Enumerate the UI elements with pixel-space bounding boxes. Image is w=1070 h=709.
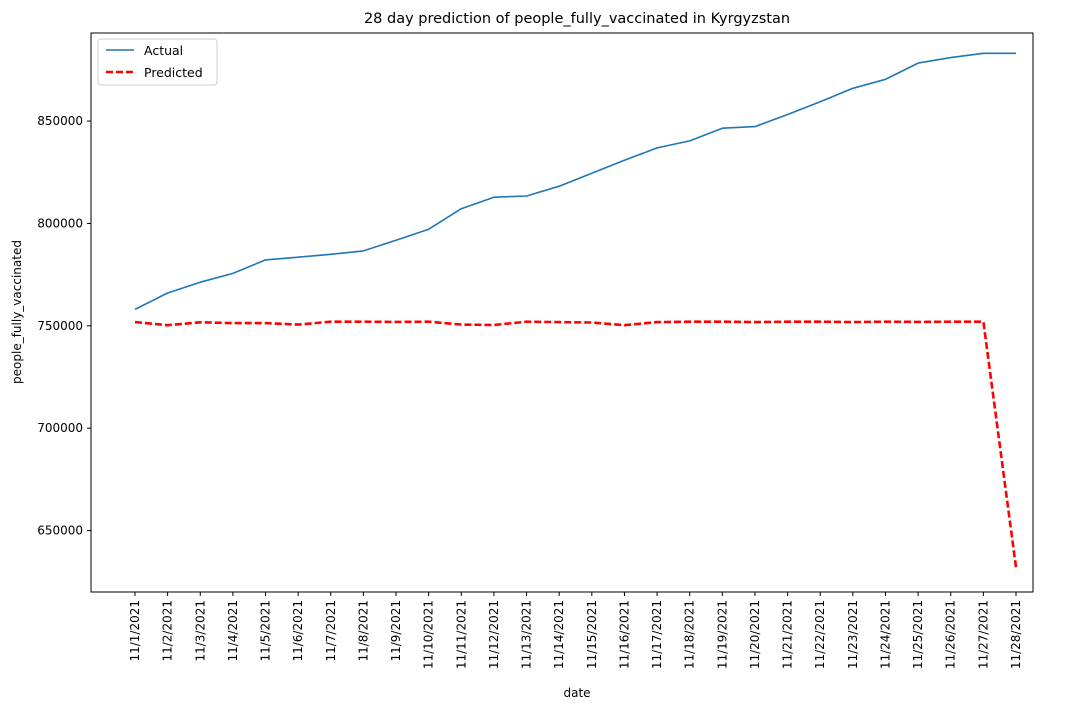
y-tick-label: 750000 bbox=[37, 319, 83, 333]
legend-label-actual: Actual bbox=[144, 43, 183, 58]
x-tick-label: 11/22/2021 bbox=[813, 600, 827, 669]
series-line-actual bbox=[134, 52, 1016, 311]
x-tick-label: 11/4/2021 bbox=[226, 600, 240, 662]
x-tick-label: 11/3/2021 bbox=[193, 600, 207, 662]
x-tick-label: 11/14/2021 bbox=[552, 600, 566, 669]
y-tick-label: 850000 bbox=[37, 114, 83, 128]
y-axis: 650000 700000 750000 800000 850000 bbox=[37, 114, 91, 538]
y-tick-label: 800000 bbox=[37, 216, 83, 230]
x-tick-label: 11/5/2021 bbox=[259, 600, 273, 662]
x-tick-label: 11/7/2021 bbox=[324, 600, 338, 662]
x-tick-label: 11/28/2021 bbox=[1009, 600, 1023, 669]
x-tick-label: 11/24/2021 bbox=[878, 600, 892, 669]
x-tick-label: 11/9/2021 bbox=[389, 600, 403, 662]
y-tick-label: 650000 bbox=[37, 524, 83, 538]
x-axis-title: date bbox=[563, 686, 590, 700]
x-tick-label: 11/17/2021 bbox=[650, 600, 664, 669]
x-tick-label: 11/1/2021 bbox=[128, 600, 142, 662]
series-line-predicted bbox=[134, 320, 1018, 568]
x-tick-label: 11/6/2021 bbox=[291, 600, 305, 662]
plot-area bbox=[90, 32, 1034, 593]
y-tick-label: 700000 bbox=[37, 421, 83, 435]
x-tick-label: 11/20/2021 bbox=[748, 600, 762, 669]
x-tick-label: 11/13/2021 bbox=[520, 600, 534, 669]
x-tick-label: 11/12/2021 bbox=[487, 600, 501, 669]
chart-title: 28 day prediction of people_fully_vaccin… bbox=[364, 11, 790, 27]
x-tick-label: 11/8/2021 bbox=[356, 600, 370, 662]
series-layer bbox=[134, 52, 1018, 568]
x-tick-label: 11/11/2021 bbox=[454, 600, 468, 669]
x-tick-label: 11/16/2021 bbox=[617, 600, 631, 669]
x-tick-label: 11/26/2021 bbox=[944, 600, 958, 669]
x-tick-label: 11/2/2021 bbox=[161, 600, 175, 662]
x-tick-label: 11/25/2021 bbox=[911, 600, 925, 669]
legend-label-predicted: Predicted bbox=[144, 65, 203, 80]
x-tick-label: 11/15/2021 bbox=[585, 600, 599, 669]
x-tick-label: 11/19/2021 bbox=[715, 600, 729, 669]
x-tick-label: 11/21/2021 bbox=[781, 600, 795, 669]
x-tick-label: 11/10/2021 bbox=[422, 600, 436, 669]
x-axis: 11/1/2021 11/2/2021 11/3/2021 11/4/2021 11/5… bbox=[128, 592, 1023, 669]
x-tick-label: 11/18/2021 bbox=[683, 600, 697, 669]
legend: Actual Predicted bbox=[97, 38, 218, 86]
x-tick-label: 11/23/2021 bbox=[846, 600, 860, 669]
x-tick-label: 11/27/2021 bbox=[976, 600, 990, 669]
y-axis-title: people_fully_vaccinated bbox=[10, 240, 24, 384]
